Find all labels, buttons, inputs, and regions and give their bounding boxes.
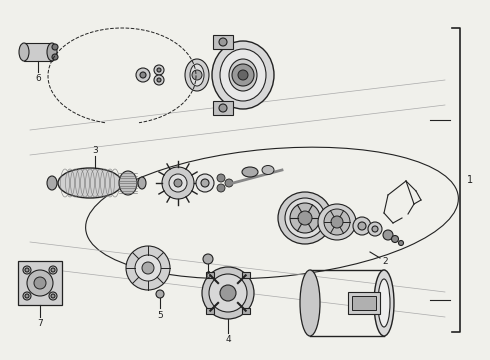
Circle shape [23, 292, 31, 300]
Bar [213, 101, 233, 115]
Circle shape [157, 68, 161, 72]
Ellipse shape [119, 171, 137, 195]
Circle shape [23, 266, 31, 274]
Ellipse shape [19, 43, 29, 61]
Circle shape [49, 266, 57, 274]
Circle shape [157, 78, 161, 82]
Text: 7: 7 [37, 320, 43, 328]
Bar [242, 272, 250, 278]
Bar [18, 261, 62, 305]
Circle shape [126, 246, 170, 290]
Ellipse shape [220, 49, 266, 101]
Circle shape [154, 65, 164, 75]
Text: 1: 1 [467, 175, 473, 185]
Circle shape [174, 179, 182, 187]
Circle shape [219, 38, 227, 46]
Circle shape [290, 203, 320, 233]
Ellipse shape [285, 198, 325, 238]
Circle shape [225, 179, 233, 187]
Ellipse shape [300, 270, 320, 336]
Bar [352, 296, 376, 310]
Text: 2: 2 [382, 257, 388, 266]
Bar [24, 43, 52, 61]
Circle shape [52, 54, 58, 60]
Circle shape [162, 167, 194, 199]
Ellipse shape [278, 192, 332, 244]
Circle shape [353, 217, 371, 235]
Circle shape [142, 262, 154, 274]
Ellipse shape [202, 267, 254, 319]
Text: 3: 3 [92, 145, 98, 154]
Circle shape [368, 222, 382, 236]
Circle shape [51, 268, 55, 272]
Circle shape [358, 222, 366, 230]
Circle shape [217, 174, 225, 182]
Circle shape [192, 70, 202, 80]
Bar [206, 308, 214, 314]
Circle shape [196, 174, 214, 192]
Text: 6: 6 [206, 271, 210, 280]
Circle shape [398, 240, 403, 246]
Circle shape [298, 211, 312, 225]
Ellipse shape [212, 41, 274, 109]
Circle shape [25, 268, 29, 272]
Circle shape [156, 290, 164, 298]
Circle shape [392, 235, 398, 243]
Circle shape [27, 270, 53, 296]
Ellipse shape [209, 274, 247, 312]
Circle shape [220, 285, 236, 301]
Ellipse shape [229, 59, 257, 91]
Ellipse shape [190, 64, 204, 86]
Circle shape [25, 294, 29, 298]
Ellipse shape [318, 204, 356, 240]
Circle shape [331, 216, 343, 228]
Circle shape [372, 226, 378, 232]
Bar [242, 308, 250, 314]
Ellipse shape [378, 279, 390, 327]
Text: 6: 6 [35, 73, 41, 82]
Ellipse shape [47, 176, 57, 190]
Ellipse shape [47, 43, 57, 61]
Circle shape [324, 209, 350, 235]
Circle shape [52, 44, 58, 50]
Circle shape [49, 292, 57, 300]
Circle shape [217, 184, 225, 192]
Circle shape [51, 294, 55, 298]
Circle shape [136, 68, 150, 82]
Text: 4: 4 [225, 336, 231, 345]
Circle shape [135, 255, 161, 281]
Circle shape [203, 254, 213, 264]
Circle shape [383, 230, 393, 240]
Circle shape [34, 277, 46, 289]
Circle shape [169, 174, 187, 192]
Ellipse shape [185, 59, 209, 91]
Ellipse shape [58, 168, 122, 198]
Ellipse shape [138, 177, 146, 189]
Bar [213, 35, 233, 49]
Text: 5: 5 [157, 310, 163, 320]
Circle shape [154, 75, 164, 85]
Bar [348, 292, 380, 314]
Circle shape [238, 70, 248, 80]
Circle shape [219, 104, 227, 112]
Bar [206, 272, 214, 278]
Ellipse shape [374, 270, 394, 336]
Circle shape [140, 72, 146, 78]
Circle shape [232, 64, 254, 86]
Ellipse shape [242, 167, 258, 177]
Ellipse shape [262, 166, 274, 175]
Circle shape [201, 179, 209, 187]
